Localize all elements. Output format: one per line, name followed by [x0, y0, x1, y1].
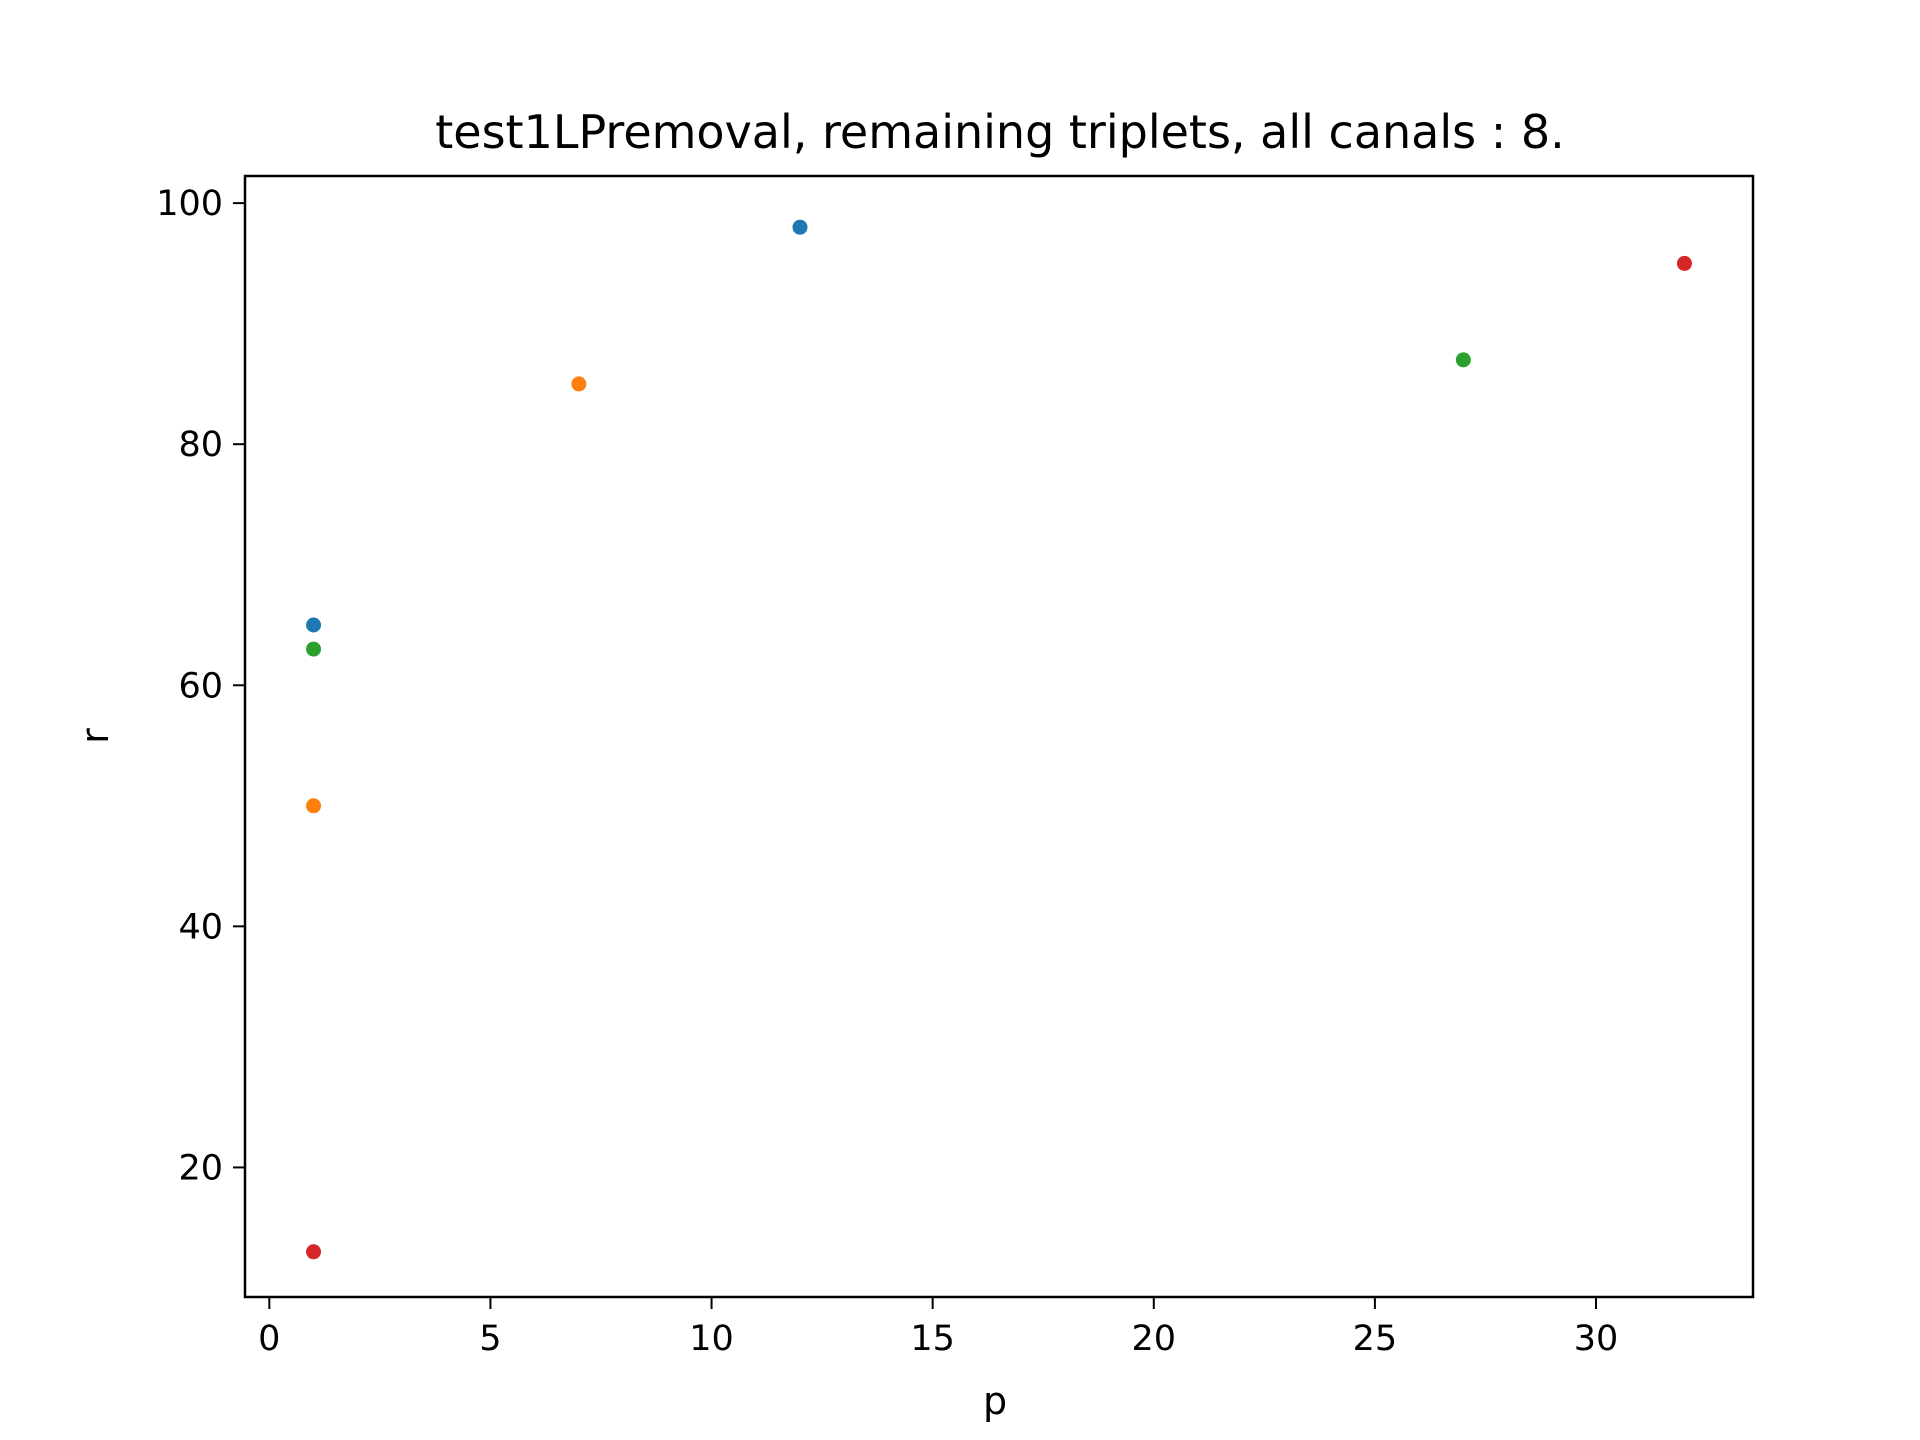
chart-title: test1LPremoval, remaining triplets, all … [435, 105, 1564, 159]
data-point [1455, 352, 1471, 368]
data-point [306, 641, 322, 657]
data-point [306, 1244, 322, 1260]
x-axis: 0 5 10 15 20 25 30 [258, 1297, 1618, 1359]
y-tick-label: 60 [178, 666, 223, 706]
y-tick-label: 80 [178, 425, 223, 465]
data-point [306, 798, 322, 814]
data-point [571, 376, 587, 392]
x-axis-label: p [983, 1379, 1007, 1423]
x-tick-label: 30 [1574, 1319, 1619, 1359]
data-point [1676, 255, 1692, 271]
x-tick-label: 20 [1132, 1319, 1177, 1359]
data-points [306, 219, 1692, 1260]
data-point [792, 219, 808, 235]
y-tick-label: 20 [178, 1148, 223, 1188]
plot-area [243, 174, 1755, 1299]
y-tick-label: 100 [156, 184, 223, 224]
y-tick-label: 40 [178, 907, 223, 947]
x-tick-label: 0 [258, 1319, 280, 1359]
y-axis: 20 40 60 80 100 [156, 184, 245, 1188]
x-tick-label: 10 [689, 1319, 734, 1359]
axes-frame [243, 174, 1755, 1299]
x-tick-label: 5 [479, 1319, 501, 1359]
y-axis-label: r [73, 728, 117, 744]
x-tick-label: 15 [910, 1319, 955, 1359]
data-point [306, 617, 322, 633]
x-tick-label: 25 [1353, 1319, 1398, 1359]
